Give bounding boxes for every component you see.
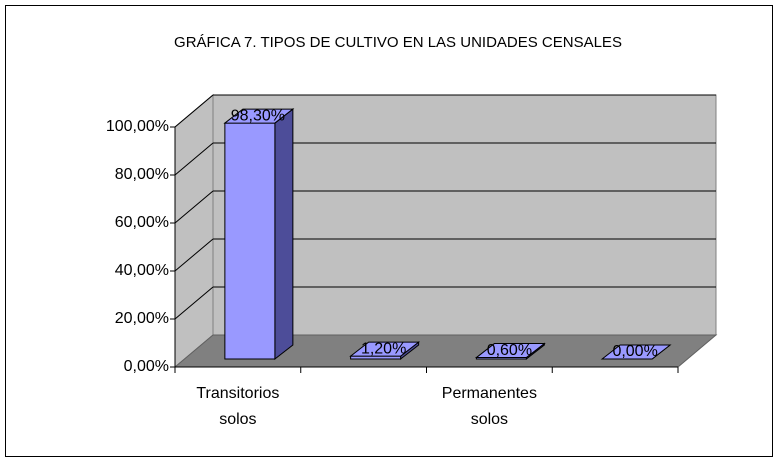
y-tick-label: 80,00% bbox=[115, 166, 169, 183]
x-tick-label: Transitorios solos bbox=[196, 385, 280, 428]
bar bbox=[349, 341, 421, 361]
chart-title: GRÁFICA 7. TIPOS DE CULTIVO EN LAS UNIDA… bbox=[174, 34, 622, 51]
grid-line bbox=[174, 94, 214, 128]
bar-top bbox=[474, 343, 546, 359]
bar bbox=[474, 342, 546, 361]
value-label: 0,60% bbox=[487, 342, 532, 359]
bar-top bbox=[349, 341, 421, 357]
grid-line bbox=[174, 190, 214, 224]
y-tick-label: 20,00% bbox=[115, 310, 169, 327]
grid-line bbox=[174, 238, 214, 272]
value-label: 1,20% bbox=[361, 340, 406, 357]
side-wall bbox=[174, 93, 214, 369]
grid-line bbox=[174, 142, 214, 176]
bar-front bbox=[224, 122, 276, 360]
y-tick-label: 40,00% bbox=[115, 262, 169, 279]
bar bbox=[600, 344, 672, 360]
bar-side bbox=[274, 108, 294, 361]
bar-top bbox=[600, 344, 672, 360]
grid-line bbox=[174, 286, 214, 320]
value-label: 0,00% bbox=[612, 343, 657, 360]
y-tick-label: 100,00% bbox=[106, 118, 169, 135]
bar bbox=[223, 108, 295, 361]
value-label: 98,30% bbox=[231, 107, 285, 124]
y-tick-label: 60,00% bbox=[115, 214, 169, 231]
bar-top bbox=[223, 108, 295, 124]
x-tick-label: Permanentes solos bbox=[441, 385, 537, 428]
y-tick-label: 0,00% bbox=[124, 358, 169, 375]
